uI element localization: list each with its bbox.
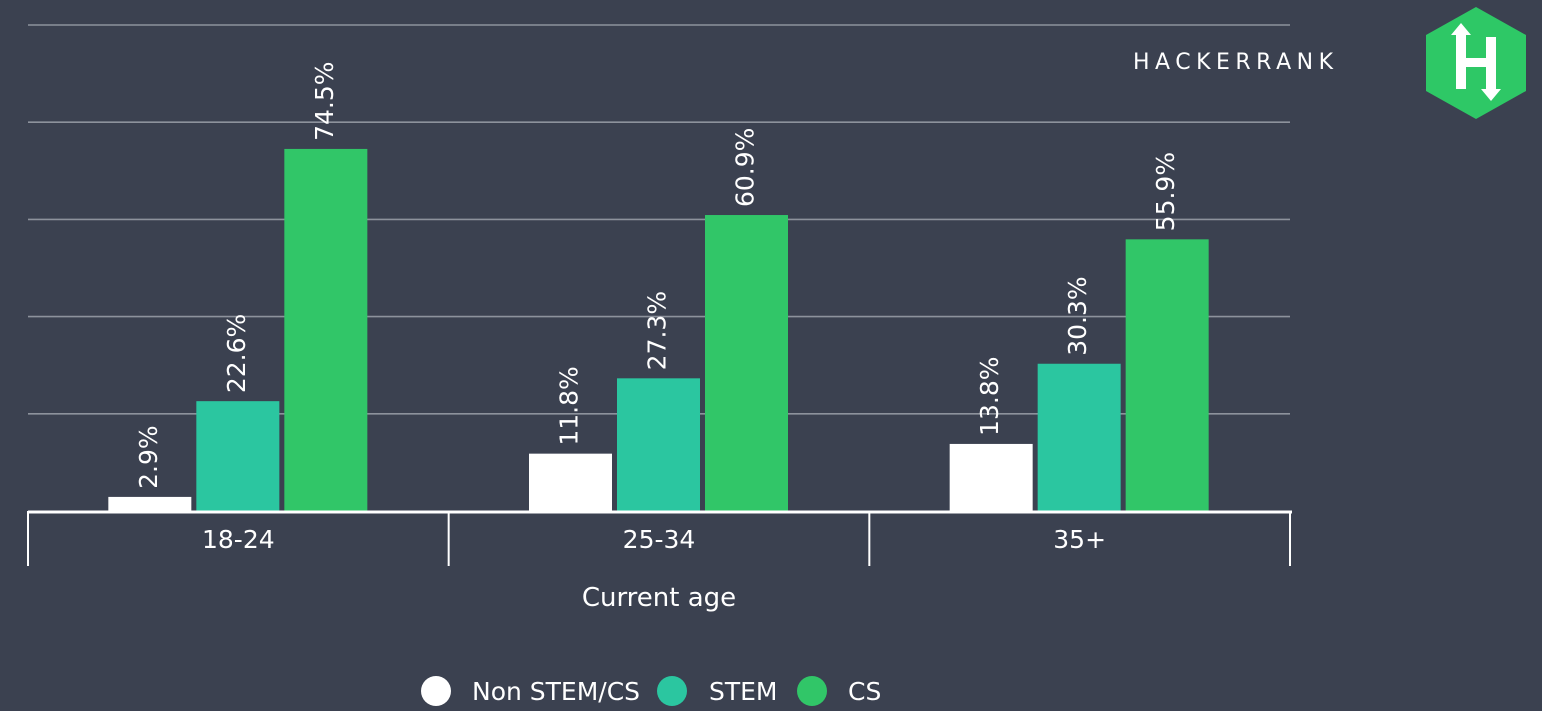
bar — [705, 215, 788, 511]
bar — [1125, 239, 1209, 512]
data-label: 11.8% — [555, 366, 584, 445]
logo-down-arrow-icon — [1481, 89, 1501, 101]
bar-labels: 2.9% 22.6% 74.5% 11.8% 27.3% 60.9% 13.8% 30.3% 5… — [134, 62, 1180, 489]
legend-item[interactable]: CS — [797, 676, 881, 706]
data-label: 2.9% — [134, 425, 163, 489]
legend-item[interactable]: STEM — [657, 676, 778, 706]
x-tick-label: 25-34 — [623, 525, 696, 554]
legend-label: CS — [848, 677, 881, 706]
bar — [284, 148, 368, 511]
legend-label: STEM — [709, 677, 778, 706]
x-axis: 18-24 25-34 35+ — [27, 510, 1292, 566]
hackerrank-logo-icon — [1426, 7, 1526, 119]
brand-wordmark: HACKERRANK — [1133, 50, 1339, 75]
data-label: 22.6% — [222, 314, 251, 393]
bar — [949, 443, 1033, 511]
data-label: 30.3% — [1063, 276, 1092, 355]
data-label: 74.5% — [310, 62, 339, 141]
legend-swatch — [657, 676, 687, 706]
logo-h-bar — [1456, 58, 1496, 67]
bars — [108, 148, 1209, 512]
legend: Non STEM/CS STEM CS — [421, 676, 881, 706]
bar — [196, 401, 280, 511]
data-label: 55.9% — [1151, 152, 1180, 231]
x-tick-label: 35+ — [1053, 525, 1106, 554]
legend-swatch — [797, 676, 827, 706]
legend-item[interactable]: Non STEM/CS — [421, 676, 640, 706]
data-label: 27.3% — [643, 291, 672, 370]
x-tick-label: 18-24 — [202, 525, 275, 554]
data-label: 60.9% — [731, 128, 760, 207]
bar — [529, 453, 612, 511]
bar — [1037, 363, 1121, 511]
bar — [617, 378, 700, 511]
bar — [108, 496, 192, 511]
data-label: 13.8% — [975, 357, 1004, 436]
x-axis-title: Current age — [582, 583, 736, 613]
logo-up-arrow-icon — [1451, 23, 1471, 35]
legend-swatch — [421, 676, 451, 706]
legend-label: Non STEM/CS — [472, 677, 640, 706]
